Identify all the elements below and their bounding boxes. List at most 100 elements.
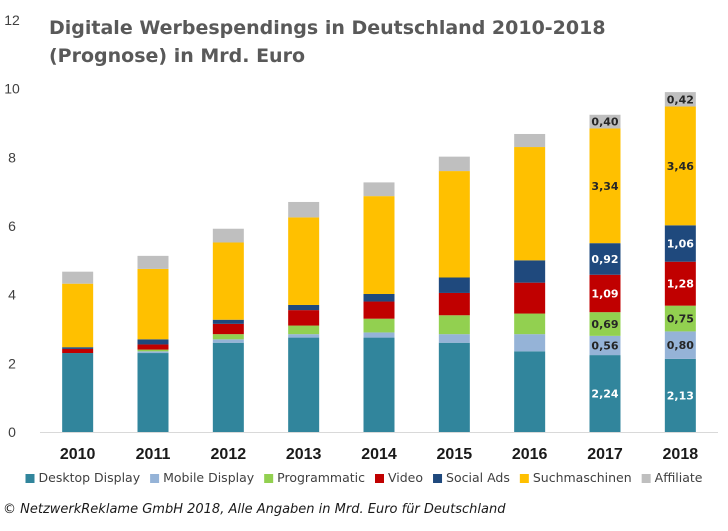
legend-item: Programmatic <box>264 470 365 485</box>
legend-label: Mobile Display <box>163 470 255 485</box>
bar-segment <box>288 304 320 311</box>
bar-segment <box>212 342 244 432</box>
bar-segment <box>288 337 320 432</box>
legend-label: Desktop Display <box>39 470 141 485</box>
bar-segment <box>363 196 395 294</box>
data-label: 1,06 <box>667 238 694 251</box>
legend-label: Affiliate <box>655 470 703 485</box>
x-tick-label: 2015 <box>437 446 473 463</box>
bar-segment <box>288 325 320 335</box>
bar-segment <box>514 147 546 261</box>
bar-segment <box>589 335 621 356</box>
bar-segment <box>137 351 169 354</box>
y-tick-label: 8 <box>8 149 16 165</box>
legend-swatch <box>519 474 529 483</box>
data-label: 3,34 <box>591 180 618 193</box>
bar-segment <box>664 331 696 359</box>
bar-segment <box>137 255 169 269</box>
x-tick-label: 2016 <box>512 446 548 463</box>
bar-segment <box>438 277 470 293</box>
copyright-footer: © NetzwerkReklame GmbH 2018, Alle Angabe… <box>3 502 506 517</box>
y-tick-label: 6 <box>8 218 16 234</box>
bar-segment <box>664 358 696 432</box>
bar-segment <box>438 315 470 335</box>
bar-segment <box>212 323 244 335</box>
bar-segment <box>62 283 94 348</box>
bar-segment <box>589 128 621 244</box>
x-tick-label: 2018 <box>663 446 699 463</box>
y-tick-label: 12 <box>4 12 20 28</box>
bar-segment <box>62 271 94 284</box>
bar-segment <box>589 243 621 275</box>
legend-label: Video <box>388 470 423 485</box>
bar-segment <box>514 313 546 335</box>
bar-segment <box>514 282 546 314</box>
y-tick-label: 0 <box>8 424 16 440</box>
data-label: 0,56 <box>591 339 618 352</box>
bar-segment <box>514 334 546 352</box>
bar-segment <box>664 92 696 107</box>
bar-segment <box>438 342 470 432</box>
legend-item: Social Ads <box>433 470 510 485</box>
bar-segment <box>137 349 169 352</box>
data-label: 0,75 <box>667 313 694 326</box>
legend-item: Video <box>375 470 423 485</box>
bar-segment <box>438 156 470 172</box>
legend-swatch <box>264 474 274 483</box>
legend-swatch <box>641 474 651 483</box>
bar-segment <box>514 351 546 432</box>
bar-segment <box>438 171 470 278</box>
x-axis: 2010 2011 2012 2013 2014 2015 2016 2017 2018 <box>40 432 718 463</box>
x-tick-label: 2012 <box>211 446 247 463</box>
y-axis: 0 2 4 6 8 10 12 <box>4 12 20 440</box>
legend-swatch <box>150 474 160 483</box>
x-tick-label: 2013 <box>286 446 322 463</box>
bar-segment <box>363 332 395 338</box>
bar-segment <box>363 293 395 302</box>
legend-label: Programmatic <box>277 470 365 485</box>
bar-segment <box>589 355 621 432</box>
bar-segment <box>212 339 244 343</box>
bar-segment <box>664 305 696 332</box>
bar-segment <box>363 318 395 333</box>
y-tick-label: 4 <box>8 287 16 303</box>
bar-segment <box>664 261 696 306</box>
bar-segment <box>664 225 696 262</box>
bar-segment <box>212 334 244 340</box>
bar-segment <box>589 114 621 129</box>
x-tick-label: 2017 <box>587 446 623 463</box>
legend-item: Desktop Display <box>25 470 141 485</box>
bar-segment <box>212 319 244 324</box>
legend-swatch <box>25 474 35 483</box>
bar-segment <box>212 242 244 320</box>
y-tick-label: 2 <box>8 355 16 371</box>
y-tick-label: 10 <box>4 81 20 97</box>
bar-segment <box>288 217 320 305</box>
bar-segment <box>288 310 320 326</box>
bar-segment <box>137 344 169 350</box>
legend: Desktop Display Mobile Display Programmati… <box>25 470 703 485</box>
bar-segment <box>363 182 395 197</box>
bar-segment <box>363 337 395 432</box>
bar-segment <box>664 106 696 226</box>
legend-label: Suchmaschinen <box>533 470 632 485</box>
bar-segment <box>212 228 244 243</box>
data-label: 0,92 <box>591 253 618 266</box>
chart-title-line-1: Digitale Werbespendings in Deutschland 2… <box>49 17 606 39</box>
stacked-bar-chart: Digitale Werbespendings in Deutschland 2… <box>4 12 718 485</box>
bar-segment <box>589 312 621 336</box>
bar-segment <box>363 301 395 319</box>
data-label: 2,24 <box>591 388 618 401</box>
legend-swatch <box>433 474 443 483</box>
bar-segment <box>438 292 470 316</box>
bar-segment <box>589 274 621 313</box>
bar-segment <box>514 133 546 148</box>
bar-segment <box>137 268 169 340</box>
plot-area: 2,24 0,56 0,69 1,09 0,92 3,34 0,40 2,13 0,80 0,75… <box>62 92 696 432</box>
bar-segment <box>137 353 169 432</box>
data-label: 0,80 <box>667 339 694 352</box>
legend-label: Social Ads <box>446 470 510 485</box>
legend-item: Mobile Display <box>150 470 255 485</box>
data-label: 3,46 <box>667 160 694 173</box>
x-tick-label: 2010 <box>60 446 96 463</box>
